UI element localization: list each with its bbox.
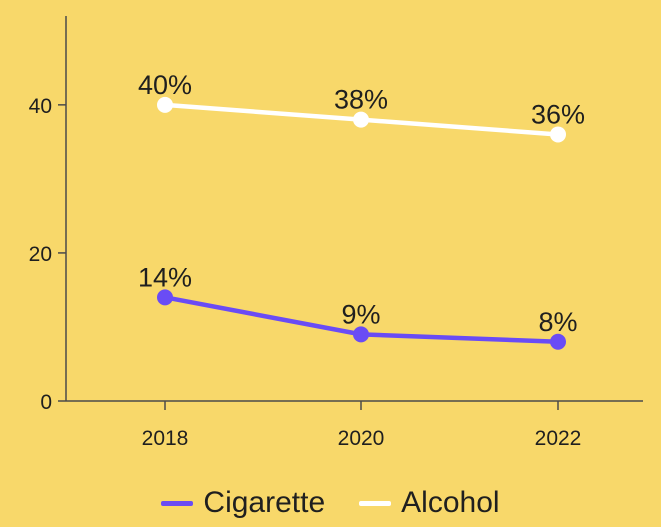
data-label-cigarette-2020: 9% — [341, 299, 380, 329]
legend-item-cigarette[interactable]: Cigarette — [161, 486, 325, 520]
data-label-alcohol-2022: 36% — [531, 99, 585, 129]
y-tick-label-0: 0 — [40, 391, 52, 414]
data-label-cigarette-2022: 8% — [538, 307, 577, 337]
data-label-alcohol-2020: 38% — [334, 85, 388, 115]
y-tick-label-40: 40 — [29, 95, 52, 118]
legend-item-alcohol[interactable]: Alcohol — [359, 486, 500, 520]
y-tick-label-20: 20 — [29, 243, 52, 266]
data-point-alcohol-2018 — [157, 96, 173, 113]
data-point-cigarette-2020 — [353, 326, 369, 343]
legend-swatch-alcohol — [359, 500, 392, 506]
data-label-alcohol-2018: 40% — [138, 70, 192, 100]
legend-label-alcohol: Alcohol — [401, 486, 500, 519]
x-tick-label-2018: 2018 — [142, 427, 189, 450]
legend-label-cigarette: Cigarette — [203, 486, 326, 519]
legend-swatch-cigarette — [161, 500, 194, 506]
data-point-cigarette-2022 — [550, 333, 566, 350]
line-chart: 0 20 40 2018 2020 2022 14% 9% 8% 40% 38% 36% — [29, 16, 643, 450]
data-point-alcohol-2022 — [550, 126, 566, 143]
x-tick-label-2020: 2020 — [338, 427, 385, 450]
data-point-alcohol-2020 — [353, 111, 369, 128]
data-point-cigarette-2018 — [157, 289, 173, 306]
x-tick-label-2022: 2022 — [535, 427, 582, 450]
data-label-cigarette-2018: 14% — [138, 262, 192, 292]
legend: Cigarette Alcohol — [0, 486, 661, 520]
